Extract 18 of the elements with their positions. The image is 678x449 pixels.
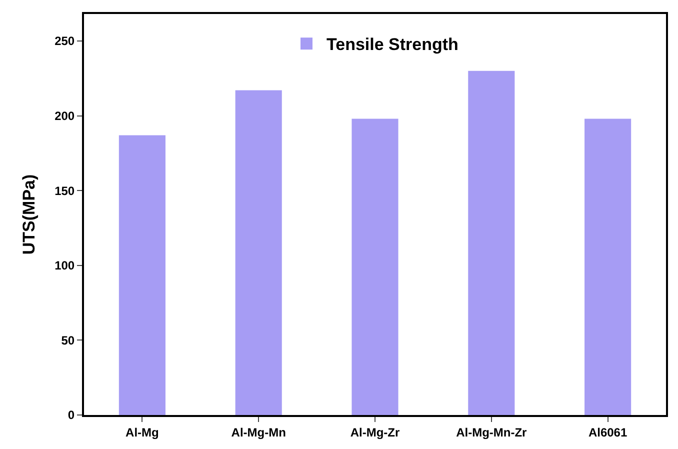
bar — [584, 118, 632, 415]
x-tick-label: Al6061 — [588, 425, 628, 440]
bar — [118, 135, 166, 415]
y-tick-label: 250 — [54, 34, 75, 48]
y-tick-label: 100 — [54, 258, 75, 273]
y-axis-title: UTS(MPa) — [20, 174, 39, 255]
x-tick-label: Al-Mg-Mn-Zr — [456, 425, 528, 440]
bar — [235, 90, 282, 415]
y-tick-label: 200 — [54, 108, 75, 123]
x-tick-label: Al-Mg-Zr — [350, 425, 400, 440]
bar — [352, 118, 398, 415]
legend-label: Tensile Strength — [326, 35, 458, 54]
y-tick-label: 50 — [61, 333, 75, 348]
x-tick-label: Al-Mg-Mn — [231, 425, 286, 440]
y-tick-label: 0 — [68, 408, 75, 422]
bar — [468, 70, 515, 415]
x-tick-label: Al-Mg — [126, 425, 159, 440]
y-tick-label: 150 — [54, 184, 75, 198]
